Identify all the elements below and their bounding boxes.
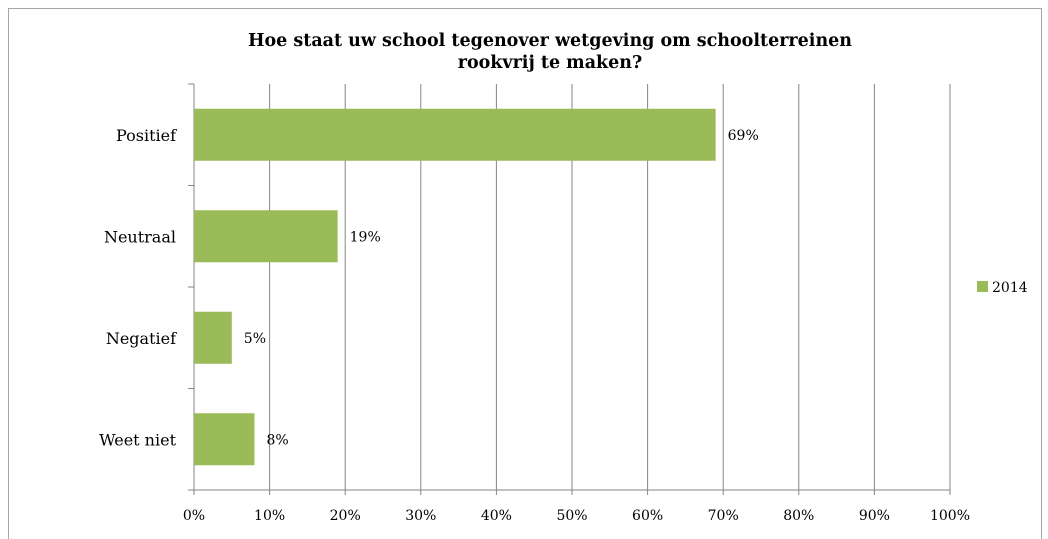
data-label: 19% xyxy=(350,229,381,245)
legend-label: 2014 xyxy=(992,280,1028,296)
category-label: Negatief xyxy=(106,329,177,348)
x-tick-label: 10% xyxy=(254,508,285,524)
x-tick-label: 50% xyxy=(556,508,587,524)
chart-title: Hoe staat uw school tegenover wetgeving … xyxy=(180,30,920,74)
data-label: 69% xyxy=(728,128,759,144)
bar xyxy=(194,413,255,466)
x-tick-label: 100% xyxy=(930,508,970,524)
bar xyxy=(194,108,716,161)
legend-swatch xyxy=(977,281,988,292)
bars xyxy=(194,108,716,466)
x-tick-label: 60% xyxy=(632,508,663,524)
chart-title-line-2: rookvrij te maken? xyxy=(457,53,643,73)
chart-title-line-1: Hoe staat uw school tegenover wetgeving … xyxy=(247,31,853,51)
x-tick-label: 80% xyxy=(783,508,814,524)
category-label: Neutraal xyxy=(104,227,176,246)
chart-frame xyxy=(8,8,1042,539)
data-label: 8% xyxy=(266,432,288,448)
data-label: 5% xyxy=(244,331,266,347)
x-tick-label: 70% xyxy=(708,508,739,524)
category-label: Weet niet xyxy=(99,430,176,449)
bar xyxy=(194,210,338,263)
x-tick-label: 30% xyxy=(405,508,436,524)
category-label: Positief xyxy=(116,126,177,145)
x-tick-label: 40% xyxy=(481,508,512,524)
bar xyxy=(194,311,232,364)
x-tick-label: 20% xyxy=(330,508,361,524)
labels: 0% 10% 20% 30% 40% 50% 60% 70% 80% 90% 100% Positie… xyxy=(99,126,970,524)
legend: 2014 xyxy=(977,280,1028,296)
x-tick-label: 90% xyxy=(859,508,890,524)
x-tick-label: 0% xyxy=(183,508,205,524)
